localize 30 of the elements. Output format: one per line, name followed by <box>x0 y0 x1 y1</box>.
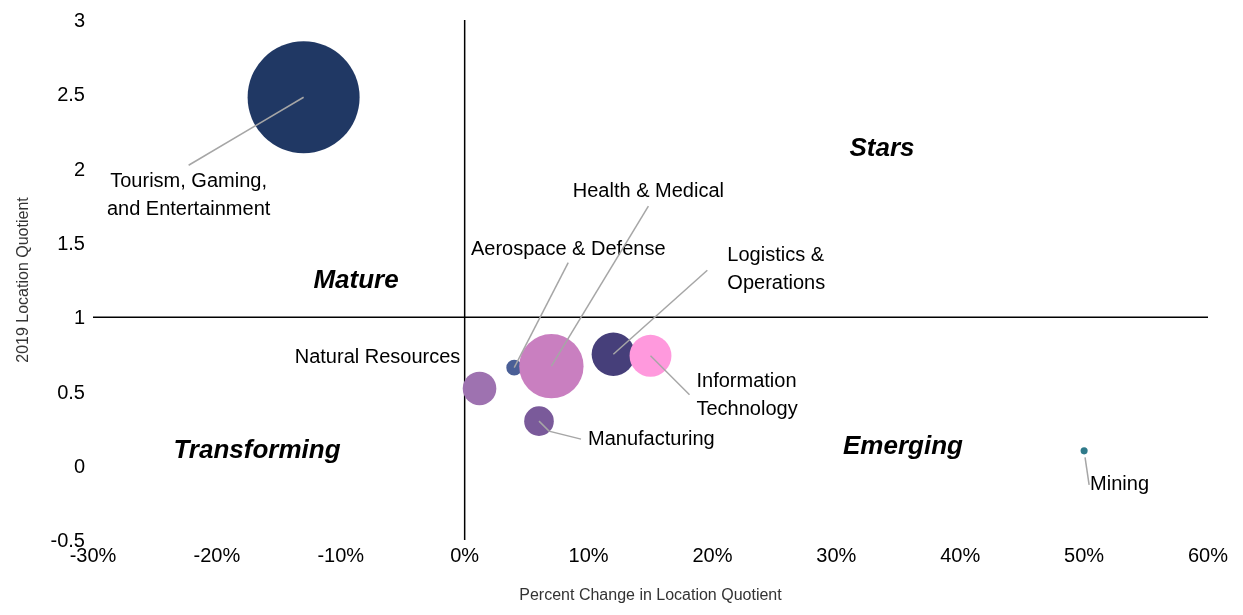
y-tick-label: 1 <box>73 306 85 329</box>
series-label: Manufacturing <box>588 427 715 450</box>
y-axis-title: 2019 Location Quotient <box>14 196 32 363</box>
x-tick-label: 30% <box>816 544 857 567</box>
x-tick-label: 40% <box>940 544 981 567</box>
annotation: Emerging <box>843 429 964 460</box>
y-tick-label: 3 <box>73 9 85 32</box>
annotation: Transforming <box>173 433 341 464</box>
series-label: Natural Resources <box>294 345 461 368</box>
text: Aerospace & Defense <box>470 236 666 259</box>
y-tick-label: 2 <box>73 157 85 180</box>
y-tick-label: 0.5 <box>57 380 85 403</box>
series-label: Mining <box>1090 472 1150 495</box>
y-tick-label: 0 <box>73 454 85 477</box>
x-tick-label: -10% <box>317 544 365 567</box>
y-tick-label: 1.5 <box>57 231 85 254</box>
text: Logistics & Operations <box>727 243 826 294</box>
x-tick-label: 60% <box>1187 544 1229 567</box>
x-axis-title: Percent Change in Location Quotient <box>519 586 783 603</box>
x-tick-label: 20% <box>692 544 733 567</box>
x-tick-label: 50% <box>1064 544 1105 567</box>
series-label: Tourism, Gaming, and Entertainment <box>106 169 271 220</box>
text: Health & Medical <box>572 179 724 202</box>
x-tick-label: -20% <box>193 544 241 567</box>
annotation: Mature <box>313 263 399 294</box>
x-tick-label: 0% <box>450 544 480 567</box>
series-label: Information Technology <box>696 369 798 420</box>
x-tick-label: 10% <box>568 544 609 567</box>
annotation: Stars <box>849 131 915 162</box>
y-tick-label: 2.5 <box>57 83 85 106</box>
